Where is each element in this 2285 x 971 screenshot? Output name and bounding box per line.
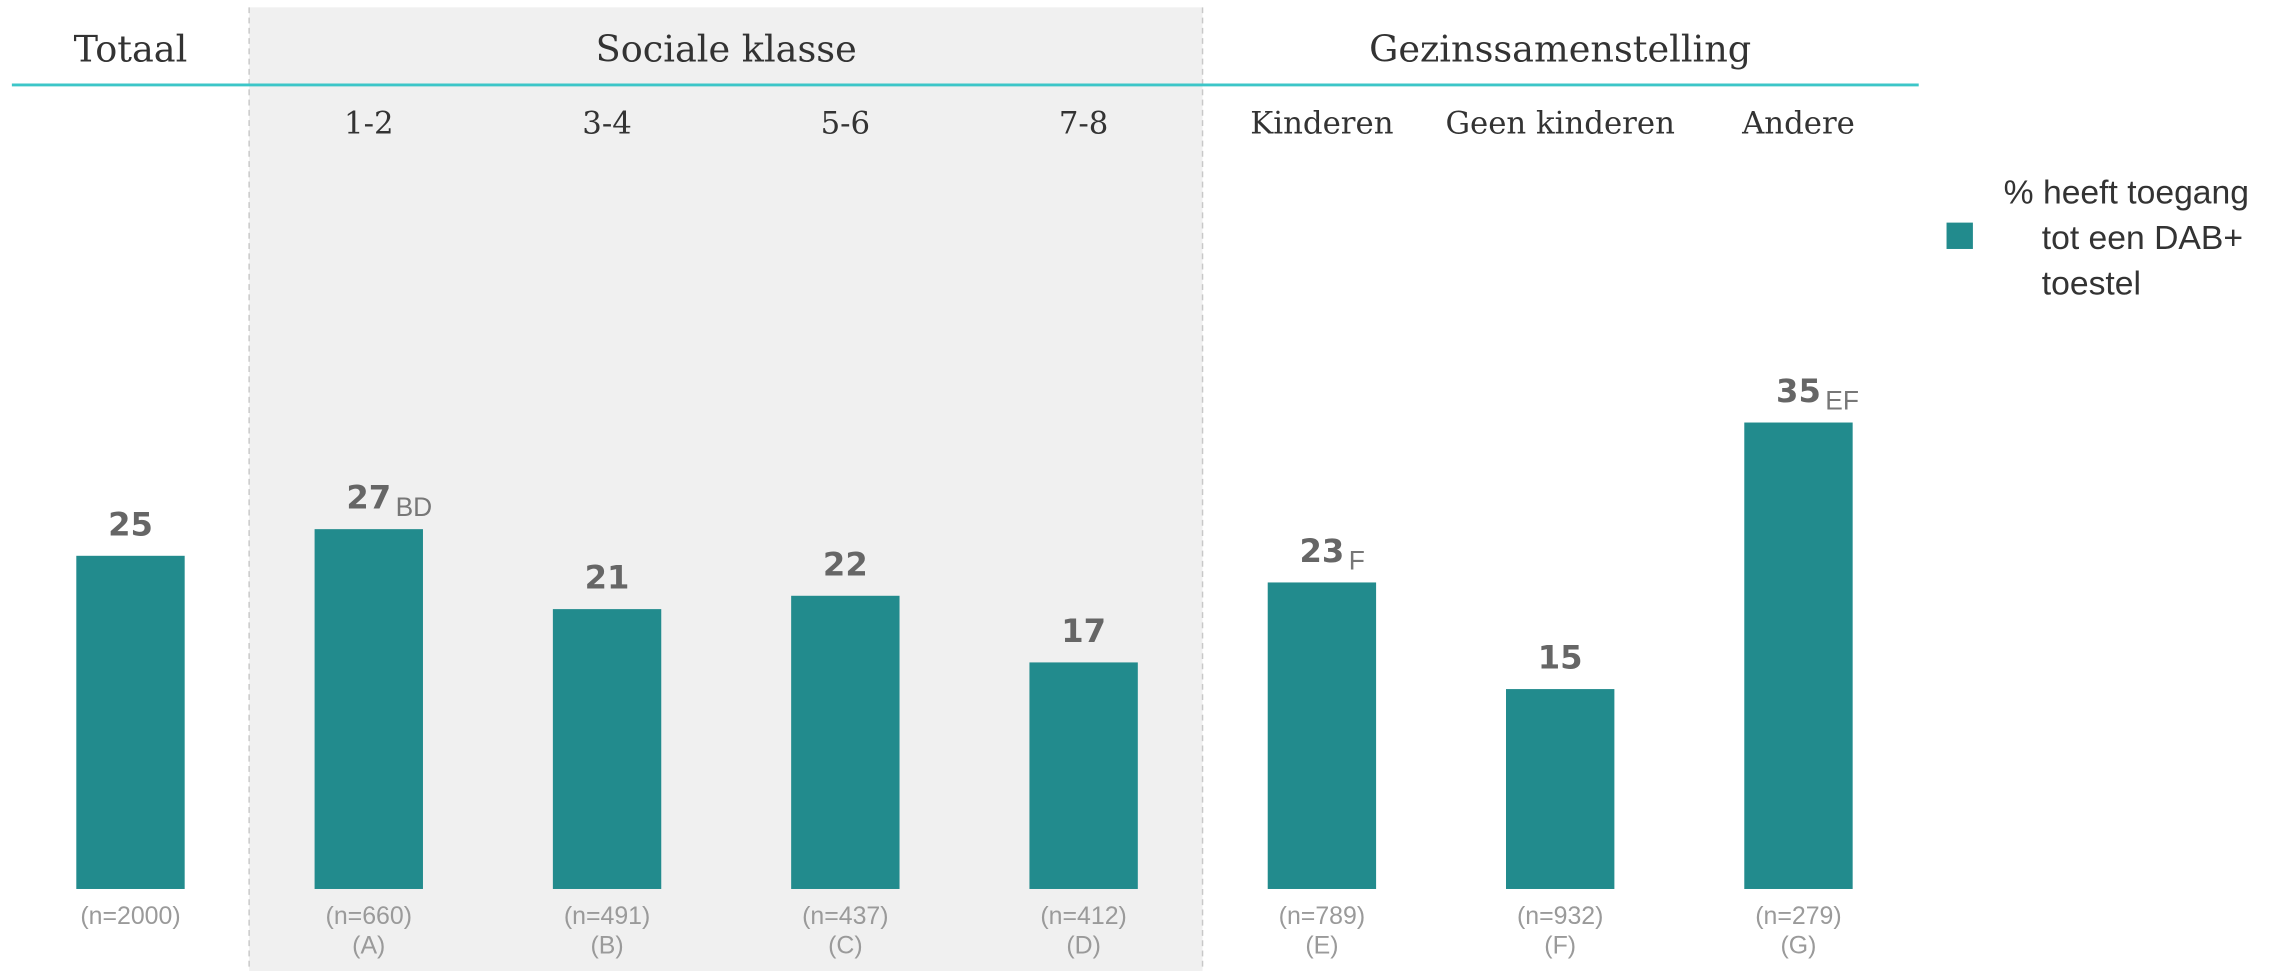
group-header: Totaal (74, 28, 188, 71)
legend-swatch (1946, 222, 1973, 249)
sample-size: (n=660) (326, 902, 412, 930)
bar (791, 595, 900, 889)
significance-label: EF (1825, 385, 1859, 415)
category-label: 5-6 (821, 105, 871, 141)
group-code: (D) (1066, 931, 1101, 959)
group-code: (F) (1544, 931, 1576, 959)
sample-size: (n=437) (802, 902, 888, 930)
group-code: (E) (1305, 931, 1338, 959)
legend-label: % heeft toegang tot een DAB+ toestel (2003, 172, 2250, 302)
category-label: 3-4 (582, 105, 632, 141)
significance-label: F (1349, 545, 1365, 575)
group-code: (C) (828, 931, 863, 959)
bar (1267, 582, 1377, 889)
group-header: Gezinssamenstelling (1369, 28, 1751, 71)
value-label: 22 (823, 545, 868, 583)
sample-size: (n=491) (564, 902, 650, 930)
bar (1744, 422, 1853, 889)
category-label: Andere (1741, 105, 1855, 141)
group-code: (G) (1781, 931, 1817, 959)
bar (314, 529, 423, 889)
bar (1029, 662, 1138, 889)
value-label: 23 (1299, 532, 1344, 570)
sample-size: (n=789) (1279, 902, 1365, 930)
sample-size: (n=932) (1517, 902, 1603, 930)
legend-box: % heeft toegang tot een DAB+ toestel (2003, 172, 2250, 302)
sample-size: (n=279) (1755, 902, 1841, 930)
value-label: 17 (1061, 612, 1106, 650)
value-label: 21 (585, 559, 630, 597)
category-label: 1-2 (344, 105, 394, 141)
value-label: 25 (108, 505, 153, 543)
category-label: Geen kinderen (1445, 105, 1674, 141)
category-label: 7-8 (1059, 105, 1109, 141)
bar (1506, 689, 1615, 889)
value-label: 27 (346, 479, 391, 517)
sample-size: (n=2000) (80, 902, 180, 930)
category-label: Kinderen (1250, 105, 1393, 141)
bar (76, 555, 185, 889)
bar (552, 609, 662, 889)
group-code: (B) (590, 931, 623, 959)
significance-label: BD (396, 492, 433, 522)
value-label: 15 (1538, 639, 1583, 677)
value-label: 35 (1776, 372, 1821, 410)
group-header: Sociale klasse (596, 28, 857, 71)
group-code: (A) (352, 931, 385, 959)
sample-size: (n=412) (1040, 902, 1126, 930)
